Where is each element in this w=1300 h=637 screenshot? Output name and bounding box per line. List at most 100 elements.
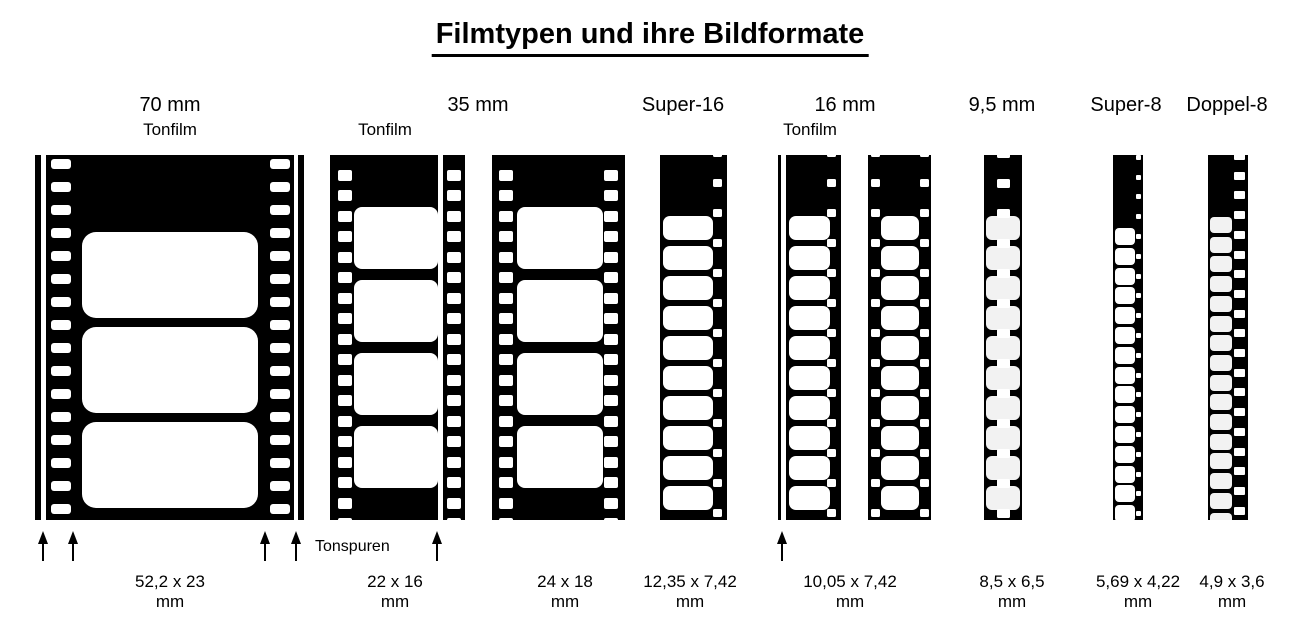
film-frame [881, 276, 919, 300]
perforation [1135, 214, 1141, 220]
perforation [604, 210, 618, 222]
perforation [712, 269, 722, 277]
frame-size-unit: mm [1217, 592, 1247, 611]
perforation [996, 328, 1010, 338]
perforation [996, 418, 1010, 428]
film-frame [1115, 307, 1135, 325]
frame-size-doppel-8: 4,9 x 3,6 mm [1199, 572, 1264, 612]
perforation [1233, 211, 1245, 220]
film-frame [1210, 512, 1232, 520]
perforation [269, 481, 290, 491]
film-frame [354, 207, 438, 269]
perforation [447, 251, 461, 263]
perforation [1233, 349, 1245, 358]
film-frame [789, 306, 830, 330]
perforation [996, 208, 1010, 218]
perforation [826, 419, 836, 427]
perforation [338, 354, 352, 365]
perforation [919, 155, 929, 157]
perforation [50, 458, 71, 468]
perforation [499, 374, 513, 386]
perforation [919, 209, 929, 217]
perforation [1233, 447, 1245, 456]
film-frame [881, 246, 919, 270]
arrow-head-icon [68, 531, 78, 544]
perforation [269, 458, 290, 468]
perforation [604, 477, 618, 488]
film-frame [1210, 335, 1232, 352]
film-frame [1115, 426, 1135, 443]
perforation [996, 238, 1010, 248]
frame-size-16mm: 10,05 x 7,42 mm [803, 572, 897, 612]
arrow-stem [264, 544, 266, 561]
perforation [269, 366, 290, 376]
perforation [50, 481, 71, 491]
perforation [712, 329, 722, 337]
perforation [712, 359, 722, 367]
perforation [499, 436, 513, 447]
arrow-stem [295, 544, 297, 561]
film-base [778, 155, 781, 520]
film-base [298, 155, 304, 520]
film-frame [1115, 267, 1135, 285]
perforation [338, 190, 352, 201]
perforation [1233, 388, 1245, 397]
film-frame [1210, 492, 1232, 509]
film-frame [986, 216, 1020, 240]
perforation [1135, 471, 1141, 477]
format-subtitle-35mm-tonfilm: Tonfilm [358, 120, 412, 139]
film-frame [1115, 406, 1135, 424]
film-frame [1210, 354, 1232, 371]
format-subtitle-16mm-tonfilm: Tonfilm [783, 120, 837, 139]
perforation [447, 395, 461, 406]
perforation [447, 374, 461, 386]
perforation [338, 395, 352, 406]
perforation [919, 329, 929, 337]
perforation [1233, 230, 1245, 239]
perforation [499, 231, 513, 242]
film-frame [1115, 228, 1135, 245]
perforation [996, 268, 1010, 278]
perforation [50, 228, 71, 238]
perforation [826, 329, 836, 337]
film-frame [517, 353, 603, 415]
perforation [338, 477, 352, 488]
arrow-head-icon [38, 531, 48, 544]
perforation [338, 292, 352, 304]
perforation [604, 313, 618, 324]
film-frame [1115, 366, 1135, 384]
film-strip-16mm-tonfilm [778, 155, 841, 520]
frame-size-super-16: 12,35 x 7,42 mm [643, 572, 737, 612]
perforation [50, 412, 71, 422]
perforation [269, 389, 290, 399]
perforation [338, 497, 352, 509]
film-frame [1115, 465, 1135, 483]
frame-size-70mm: 52,2 x 23 mm [135, 572, 205, 612]
perforation [1135, 352, 1141, 358]
perforation [870, 389, 880, 397]
perforation [1233, 155, 1245, 161]
perforation [447, 518, 461, 520]
frame-size-value: 10,05 x 7,42 [803, 572, 897, 591]
film-frame [354, 280, 438, 342]
format-header-super-8: Super-8 [1090, 94, 1162, 116]
perforation [712, 419, 722, 427]
perforation [919, 179, 929, 187]
tonspuren-label: Tonspuren [315, 538, 390, 555]
perforation [870, 155, 880, 157]
film-frame [789, 396, 830, 420]
perforation [604, 292, 618, 304]
perforation [499, 251, 513, 263]
perforation [604, 231, 618, 242]
perforation [826, 269, 836, 277]
film-frame [663, 456, 713, 480]
perforation [996, 478, 1010, 488]
perforation [338, 210, 352, 222]
perforation [604, 518, 618, 520]
film-strip-super-16 [660, 155, 727, 520]
film-frame [1115, 327, 1135, 344]
film-frame [789, 486, 830, 510]
perforation [996, 155, 1010, 158]
film-strip-70mm-tonfilm [35, 155, 305, 520]
perforation [1135, 293, 1141, 299]
